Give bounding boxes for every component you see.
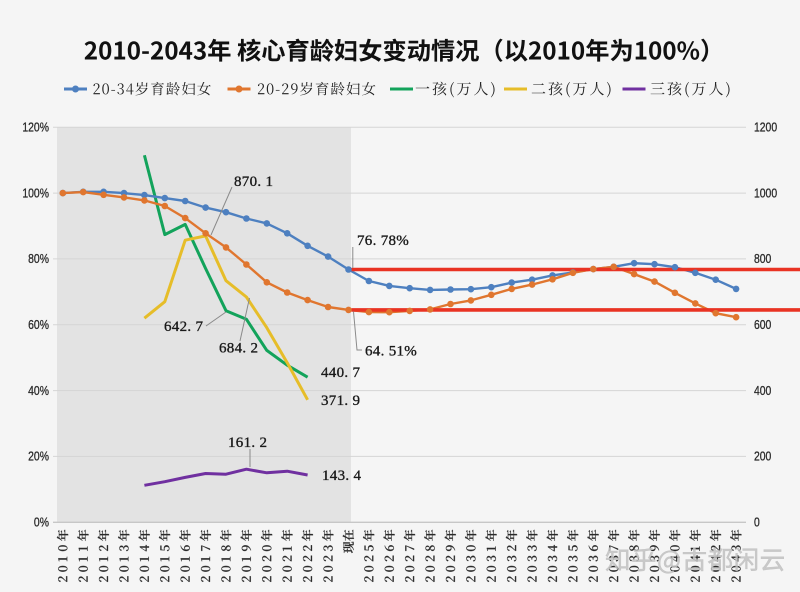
svg-text:76. 78%: 76. 78% bbox=[357, 233, 409, 249]
svg-text:440. 7: 440. 7 bbox=[321, 365, 360, 381]
svg-text:0%: 0% bbox=[34, 515, 49, 529]
svg-text:800: 800 bbox=[754, 252, 772, 266]
svg-text:60%: 60% bbox=[28, 318, 49, 332]
svg-text:80%: 80% bbox=[28, 252, 49, 266]
svg-text:143. 4: 143. 4 bbox=[322, 468, 361, 484]
svg-text:600: 600 bbox=[754, 318, 772, 332]
svg-text:161. 2: 161. 2 bbox=[228, 435, 267, 451]
svg-text:40%: 40% bbox=[28, 384, 49, 398]
svg-text:200: 200 bbox=[754, 450, 772, 464]
svg-text:371. 9: 371. 9 bbox=[321, 393, 360, 409]
svg-text:100%: 100% bbox=[22, 186, 49, 200]
svg-text:870. 1: 870. 1 bbox=[234, 174, 273, 190]
svg-text:0: 0 bbox=[754, 515, 760, 529]
svg-text:1200: 1200 bbox=[754, 121, 778, 135]
svg-text:400: 400 bbox=[754, 384, 772, 398]
svg-text:642. 7: 642. 7 bbox=[164, 319, 203, 335]
svg-text:64. 51%: 64. 51% bbox=[365, 344, 417, 360]
svg-text:20%: 20% bbox=[28, 450, 49, 464]
svg-text:1000: 1000 bbox=[754, 186, 778, 200]
svg-text:684. 2: 684. 2 bbox=[219, 341, 258, 357]
svg-text:120%: 120% bbox=[22, 121, 49, 135]
